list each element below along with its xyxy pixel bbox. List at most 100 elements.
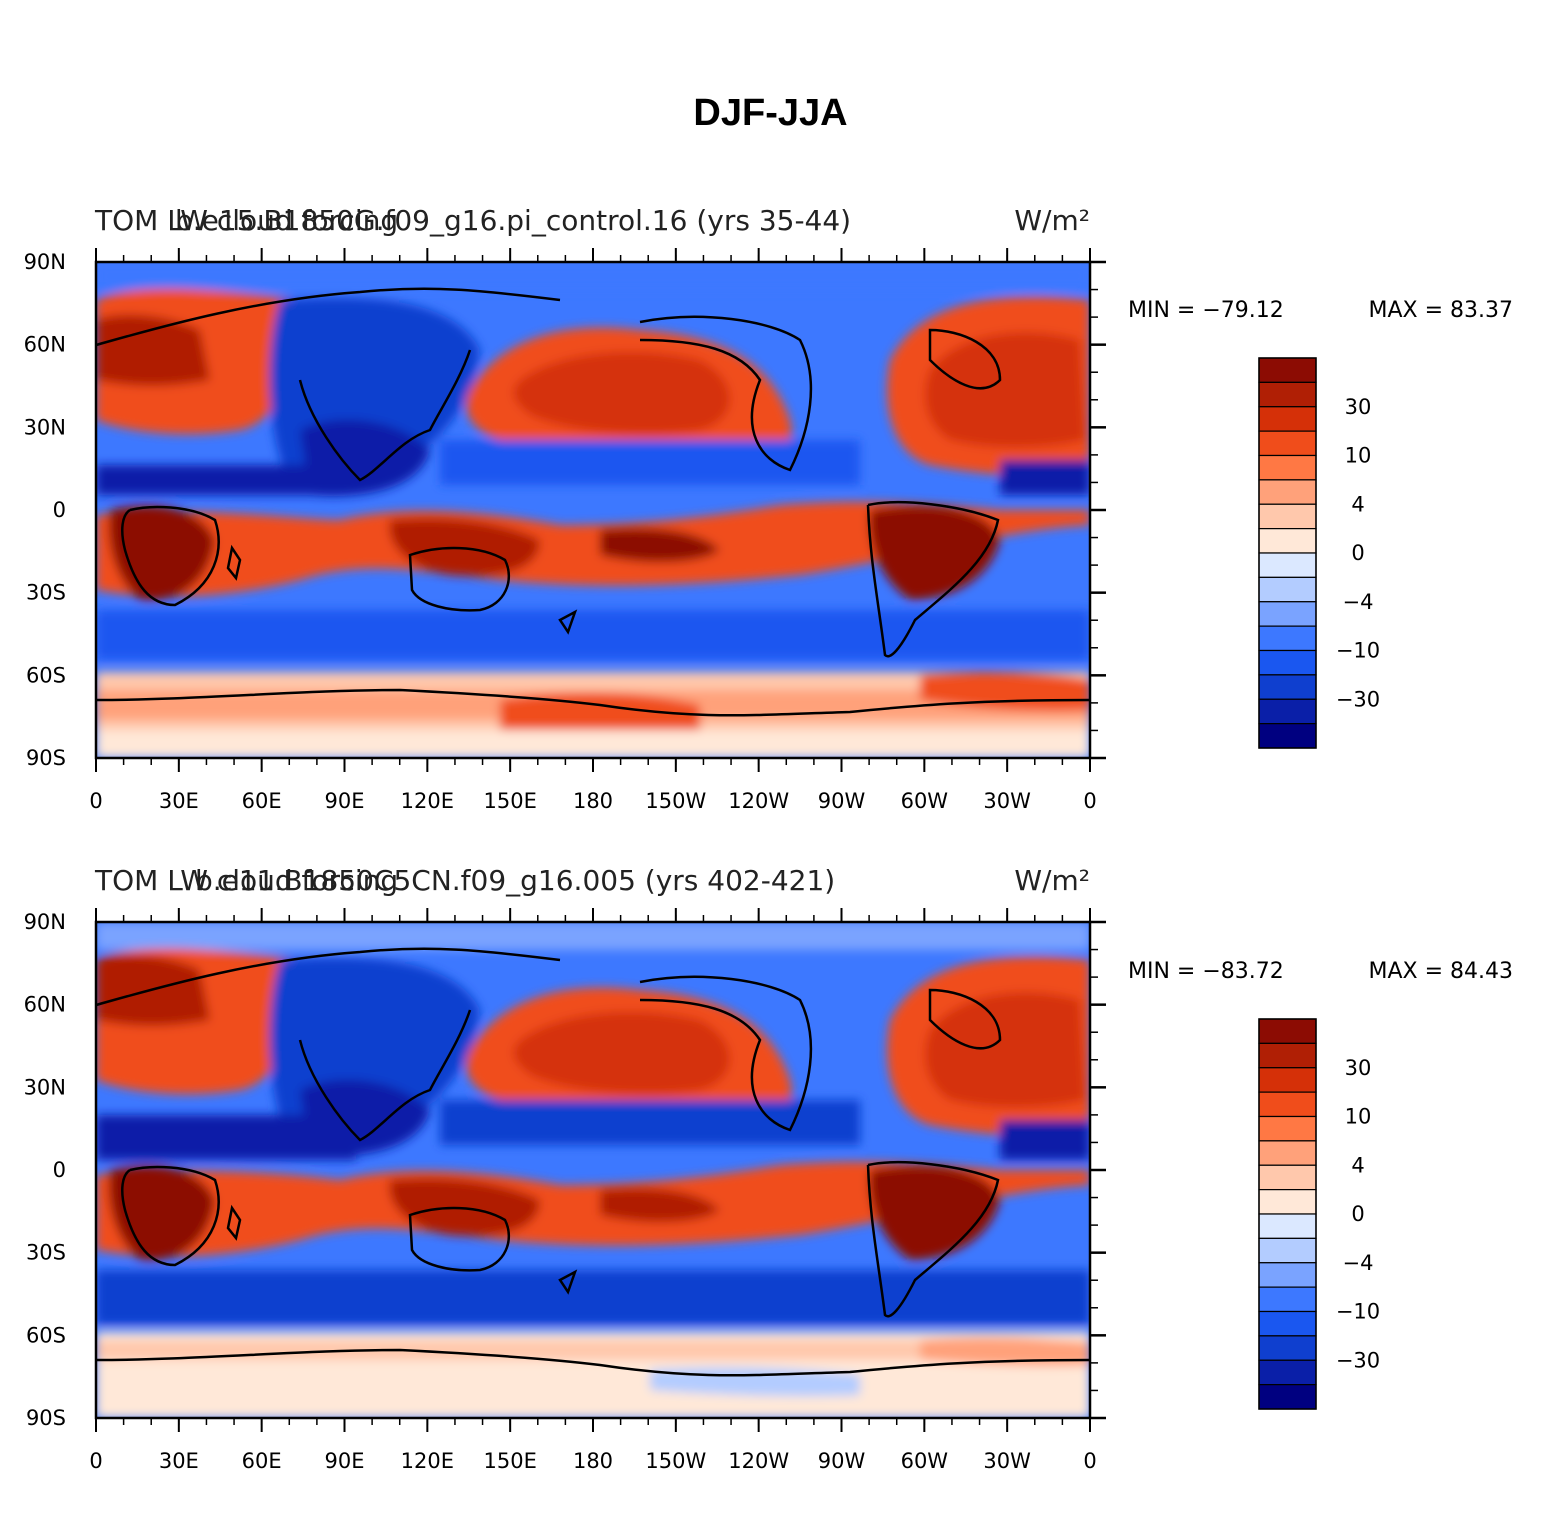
lat-tick-label: 90S	[26, 746, 66, 770]
lat-tick-label: 30N	[24, 1075, 66, 1099]
colorbar-swatch	[1258, 1042, 1317, 1069]
colorbar-swatch	[1258, 1018, 1317, 1044]
colorbar-swatch	[1258, 1213, 1317, 1239]
colorbar-label: 0	[1351, 1202, 1364, 1226]
lon-tick-label: 30E	[159, 1449, 199, 1473]
lat-tick-label: 30S	[26, 581, 66, 605]
colorbar-frame	[1258, 1018, 1317, 1410]
colorbar-label: −4	[1343, 1251, 1374, 1275]
lat-tick-label: 60S	[26, 663, 66, 687]
lon-tick-label: 150E	[483, 1449, 536, 1473]
colorbar-frame	[1258, 357, 1317, 749]
lon-tick-label: 120W	[728, 789, 789, 813]
colorbar-label: −30	[1336, 687, 1380, 711]
panel-1-center-label: b.e15.B1850G.f09_g16.pi_control.16 (yrs …	[175, 204, 851, 237]
lon-tick-label: 180	[573, 1449, 613, 1473]
lon-tick-label: 120E	[401, 789, 454, 813]
lon-tick-label: 0	[89, 1449, 102, 1473]
lon-tick-label: 60E	[242, 789, 282, 813]
colorbar-label: −30	[1336, 1348, 1380, 1372]
lon-tick-label: 150W	[645, 789, 706, 813]
figure-title: DJF-JJA	[693, 92, 848, 134]
colorbar-swatch	[1258, 601, 1317, 627]
colorbar-swatch	[1258, 430, 1317, 457]
lon-tick-label: 60W	[901, 1449, 949, 1473]
panel-1-min-value: MIN = −79.12	[1128, 298, 1284, 323]
colorbar-swatch	[1258, 528, 1317, 554]
panel-2-max-value: MAX = 84.43	[1368, 959, 1513, 984]
panel-1-coastlines	[96, 287, 1090, 717]
colorbar-swatch	[1258, 1310, 1317, 1337]
panel-1-field	[96, 262, 1090, 758]
lon-tick-label: 0	[89, 789, 102, 813]
panel-2-center-label: b.e11.B1850C5CN.f09_g16.005 (yrs 402-421…	[195, 864, 835, 897]
panel-2-axes: 0 30E 60E 90E 120E 150E 180 150W 120W 90W 60W 30W 09…	[24, 908, 1106, 1473]
lon-tick-label: 120W	[728, 1449, 789, 1473]
colorbar-label: 10	[1345, 1105, 1372, 1129]
lat-tick-label: 0	[53, 1158, 66, 1182]
colorbar-swatch	[1258, 723, 1317, 749]
panel-1-axes: 0 30E 60E 90E 120E 150E 180 150W 120W 90W 60W 30W 09…	[24, 248, 1106, 813]
colorbar-swatch	[1258, 1384, 1317, 1410]
colorbar-label: 30	[1345, 395, 1372, 419]
lon-tick-label: 90W	[818, 1449, 866, 1473]
lon-tick-label: 180	[573, 789, 613, 813]
colorbar-swatch	[1258, 357, 1317, 383]
lon-tick-label: 0	[1083, 789, 1096, 813]
colorbar-swatch	[1258, 1286, 1317, 1313]
lon-tick-label: 30W	[983, 1449, 1031, 1473]
colorbar-label: −10	[1336, 639, 1380, 663]
panel-1-colorbar: 30 10 4 0 −4 −10 −30	[1258, 357, 1380, 749]
colorbar-label: 0	[1351, 541, 1364, 565]
colorbar-swatch	[1258, 454, 1317, 481]
lon-tick-label: 30W	[983, 789, 1031, 813]
colorbar-label: −10	[1336, 1300, 1380, 1324]
colorbar-swatch	[1258, 1262, 1317, 1288]
panel-2-left-label: TOM LW cloud forcing	[94, 864, 398, 897]
panel-1-max-value: MAX = 83.37	[1368, 298, 1513, 323]
colorbar-label: 30	[1345, 1056, 1372, 1080]
colorbar-swatch	[1258, 1091, 1317, 1118]
lon-tick-label: 90W	[818, 789, 866, 813]
colorbar-swatch	[1258, 674, 1317, 700]
lat-tick-label: 60S	[26, 1323, 66, 1347]
colorbar-swatch	[1258, 1115, 1317, 1142]
lon-tick-label: 60E	[242, 1449, 282, 1473]
lat-tick-label: 90N	[24, 910, 66, 934]
lon-tick-label: 60W	[901, 789, 949, 813]
colorbar-swatch	[1258, 649, 1317, 676]
panel-2-field	[96, 922, 1090, 1418]
colorbar-label: 4	[1351, 492, 1364, 516]
colorbar-swatch	[1258, 1189, 1317, 1215]
lon-tick-label: 0	[1083, 1449, 1096, 1473]
lon-tick-label: 90E	[325, 789, 365, 813]
colorbar-label: 10	[1345, 444, 1372, 468]
lat-tick-label: 0	[53, 498, 66, 522]
map-panel-2: TOM LW cloud forcing b.e11.B1850C5CN.f09…	[24, 864, 1513, 1473]
lon-tick-label: 150E	[483, 789, 536, 813]
colorbar-swatch	[1258, 503, 1317, 530]
colorbar-swatch	[1258, 625, 1317, 652]
colorbar-swatch	[1258, 1140, 1317, 1166]
colorbar-swatch	[1258, 1067, 1317, 1093]
colorbar-swatch	[1258, 552, 1317, 578]
colorbar-swatch	[1258, 1359, 1317, 1386]
lon-tick-label: 90E	[325, 1449, 365, 1473]
lat-tick-label: 90N	[24, 250, 66, 274]
panel-1-left-label: TOM LW cloud forcing	[94, 204, 398, 237]
lat-tick-label: 60N	[24, 993, 66, 1017]
colorbar-label: 4	[1351, 1153, 1364, 1177]
lat-tick-label: 30S	[26, 1241, 66, 1265]
panel-2-units: W/m²	[1014, 864, 1090, 897]
panel-2-min-value: MIN = −83.72	[1128, 959, 1284, 984]
colorbar-swatch	[1258, 479, 1317, 505]
colorbar-swatch	[1258, 1335, 1317, 1361]
colorbar-label: −4	[1343, 590, 1374, 614]
panel-2-coastlines	[96, 947, 1090, 1377]
colorbar-swatch	[1258, 576, 1317, 603]
lat-tick-label: 30N	[24, 415, 66, 439]
lat-tick-label: 90S	[26, 1406, 66, 1430]
colorbar-swatch	[1258, 406, 1317, 432]
colorbar-swatch	[1258, 381, 1317, 408]
